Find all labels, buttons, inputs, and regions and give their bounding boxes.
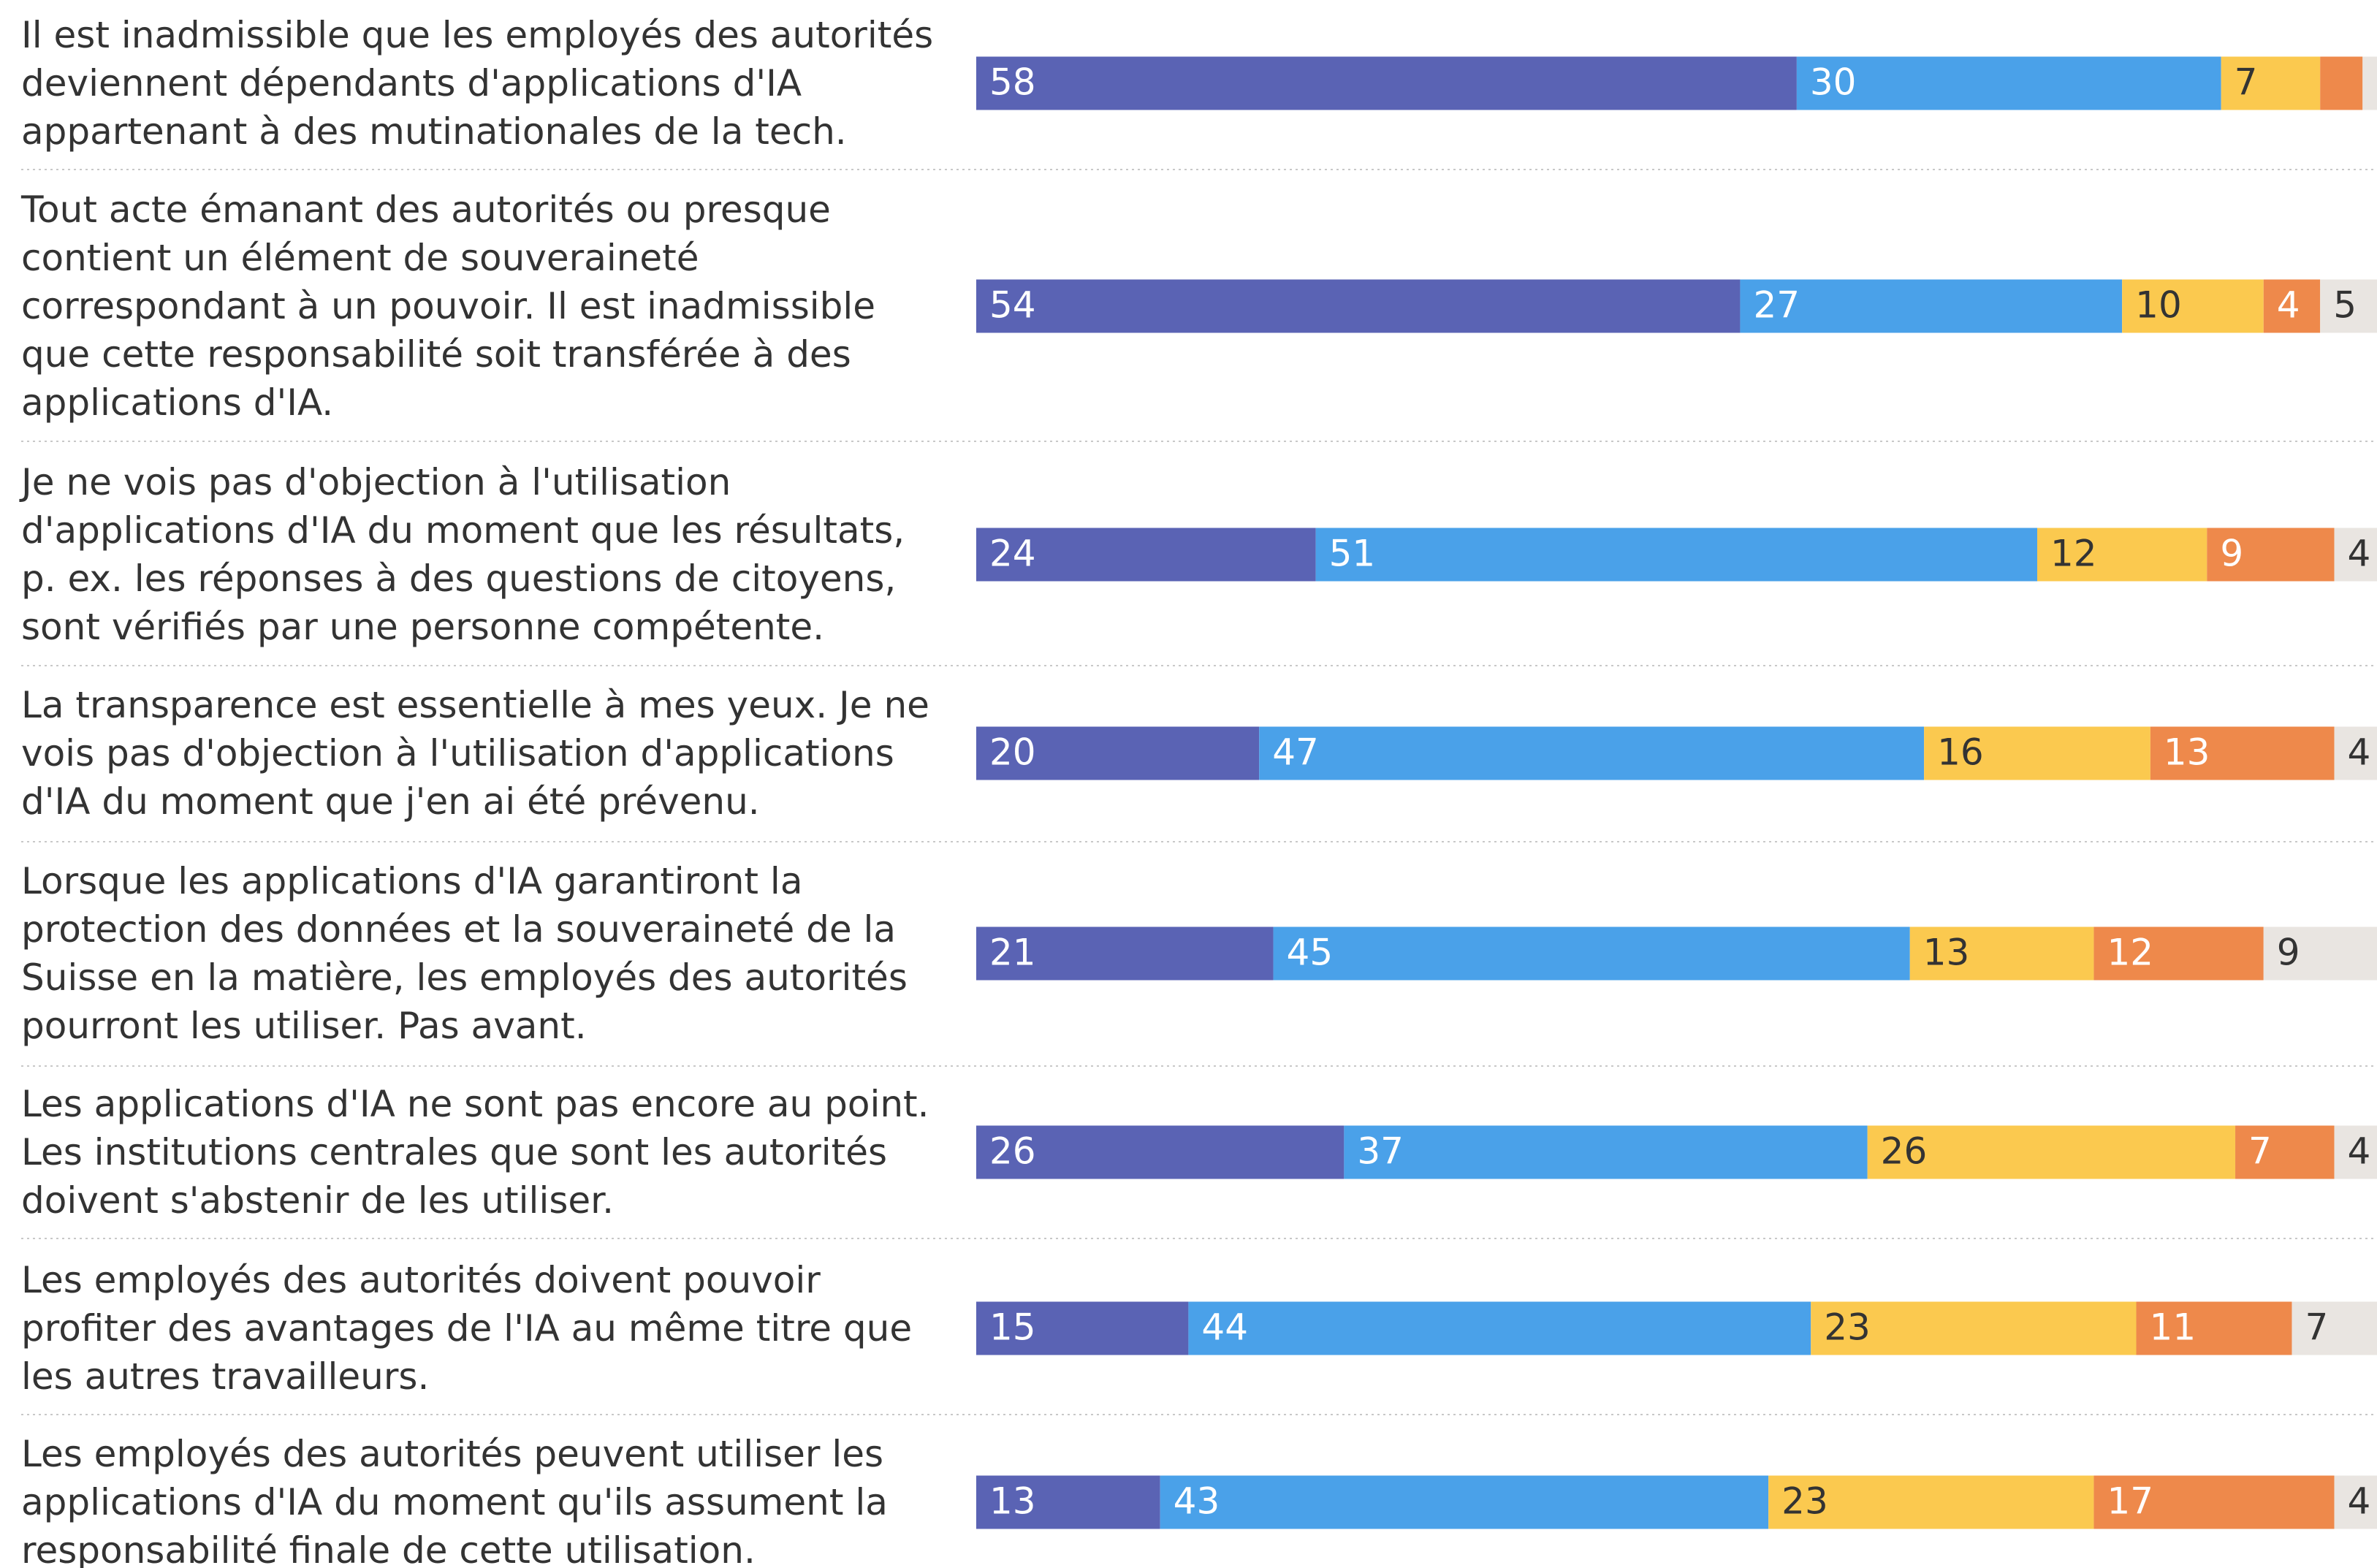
data-label: 26 [1881,1130,1928,1173]
bar-segment [976,279,1741,333]
bar-segment [1796,56,2221,110]
bar-segment [2263,926,2377,981]
data-label: 7 [2235,61,2258,104]
data-label: 4 [2348,533,2371,575]
data-label: 45 [1287,932,1334,974]
bar-segment [976,1301,1189,1355]
bar-segment [1160,1475,1769,1529]
category-label: Lorsque les applications d'IA garantiron… [21,860,908,1047]
data-label: 44 [1201,1306,1248,1349]
bar-segment [2320,279,2377,333]
data-label: 23 [1824,1306,1871,1349]
bar-segment [1909,926,2094,981]
bar-segment [2207,528,2335,582]
category-label: Les employés des autorités doivent pouvo… [21,1259,913,1398]
category-label: Tout acte émanant des autorités ou presq… [21,189,876,424]
data-label: 7 [2248,1130,2272,1173]
data-label: 58 [989,61,1036,104]
data-label: 4 [2348,1480,2371,1523]
bar-segment [1740,279,2123,333]
data-label: 43 [1174,1480,1220,1523]
data-label: 7 [2305,1306,2328,1349]
bar-segment [976,1125,1345,1179]
bar-segment [976,528,1316,582]
data-label: 11 [2150,1306,2197,1349]
bar-segment [2235,1125,2335,1179]
data-label: 15 [989,1306,1036,1349]
data-label: 27 [1753,284,1800,327]
bar-segment [1344,1125,1868,1179]
data-label: 51 [1329,533,1376,575]
bar-segment [2263,279,2321,333]
bar-segment [976,56,1797,110]
bar-segment [2292,1301,2377,1355]
data-label: 20 [989,731,1036,774]
category-label: Les applications d'IA ne sont pas encore… [21,1083,929,1222]
bar-segment [1924,726,2150,780]
data-label: 12 [2050,533,2097,575]
data-label: 4 [2348,1130,2371,1173]
bar-segment [1867,1125,2236,1179]
bar-segment [2150,726,2335,780]
bar-segment [2362,56,2377,110]
bar-segment [2037,528,2207,582]
bar-segment [2136,1301,2292,1355]
bar-segment [1768,1475,2094,1529]
bar-segment [1315,528,2037,582]
bar-segment [2093,926,2264,981]
data-label: 37 [1357,1130,1404,1173]
bar-segment [2334,1475,2377,1529]
bar-segment [976,726,1260,780]
bar-segment [1273,926,1910,981]
category-label: La transparence est essentielle à mes ye… [21,684,929,823]
category-label: Les employés des autorités peuvent utili… [21,1433,888,1568]
data-label: 47 [1272,731,1319,774]
data-label: 13 [2164,731,2210,774]
bar-segment [2221,56,2321,110]
data-label: 24 [989,533,1036,575]
data-label: 9 [2277,932,2300,974]
data-label: 10 [2135,284,2182,327]
bar-segment [1811,1301,2137,1355]
data-label: 17 [2107,1480,2153,1523]
bar-segment [2334,528,2377,582]
data-label: 21 [989,932,1036,974]
data-label: 13 [1923,932,1970,974]
bar-segment [2334,1125,2377,1179]
bar-segment [976,1475,1160,1529]
category-label: Je ne vois pas d'objection à l'utilisati… [21,461,905,648]
bar-segment [1188,1301,1811,1355]
data-label: 13 [989,1480,1036,1523]
data-label: 54 [989,284,1036,327]
bar-segment [2093,1475,2335,1529]
bar-segment [2320,56,2363,110]
data-label: 26 [989,1130,1036,1173]
data-label: 4 [2277,284,2300,327]
data-label: 5 [2333,284,2357,327]
data-label: 30 [1810,61,1857,104]
data-label: 23 [1781,1480,1828,1523]
data-label: 4 [2348,731,2371,774]
bar-segment [1259,726,1925,780]
data-label: 9 [2220,533,2243,575]
bar-segment [2334,726,2377,780]
data-label: 12 [2107,932,2153,974]
bar-segment [2122,279,2264,333]
data-label: 16 [1937,731,1984,774]
category-label: Il est inadmissible que les employés des… [21,14,934,153]
bar-segment [976,926,1274,981]
